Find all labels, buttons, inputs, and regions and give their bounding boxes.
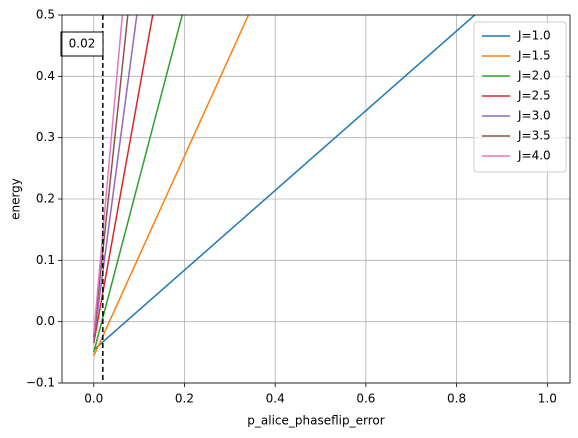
line [93,15,250,357]
y-tick-label: 0.4 [36,69,55,83]
x-tick-label: 0.8 [447,392,466,406]
legend-label: J=3.5 [517,129,551,143]
y-axis-label: energy [9,178,23,220]
x-tick-label: 0.4 [266,392,285,406]
y-tick-label: 0.0 [36,314,55,328]
x-tick-label: 1.0 [538,392,557,406]
line [93,15,476,351]
line [93,15,183,353]
annotation-box [60,31,104,57]
legend-label: J=1.0 [517,29,551,43]
x-tick-label: 0.0 [84,392,103,406]
plot-area [93,15,476,357]
y-tick-label: 0.1 [36,253,55,267]
y-tick-label: 0.3 [36,130,55,144]
legend-label: J=1.5 [517,49,551,63]
annotation: 0.02 [69,37,96,51]
y-tick-label: −0.1 [26,376,55,390]
legend-label: J=2.0 [517,69,551,83]
legend-box [473,21,567,173]
x-tick-label: 0.6 [356,392,375,406]
legend-label: J=2.5 [517,89,551,103]
legend-label: J=3.0 [517,109,551,123]
y-tick-label: 0.2 [36,192,55,206]
x-axis-label: p_alice_phaseflip_error [247,414,384,428]
y-tick-label: 0.5 [36,8,55,22]
axes-frame [61,14,571,384]
x-tick-label: 0.2 [175,392,194,406]
legend-label: J=4.0 [517,149,551,163]
